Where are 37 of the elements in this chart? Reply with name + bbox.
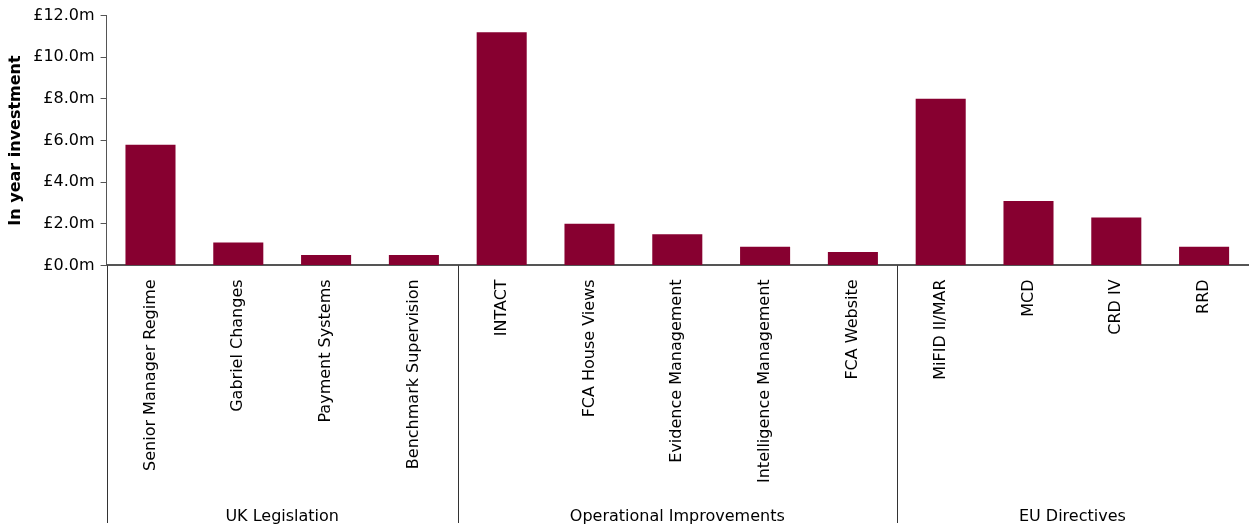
bar (476, 32, 527, 265)
x-tick-label: MCD (1017, 279, 1037, 317)
bar (652, 234, 703, 265)
y-tick-label: £10.0m (33, 46, 95, 66)
text: Operational Improvements (569, 506, 785, 525)
text: EU Directives (1018, 506, 1126, 525)
bar (1179, 246, 1230, 265)
x-tick-label: FCA House Views (578, 279, 598, 418)
text: UK Legislation (225, 506, 339, 525)
x-tick-label: Gabriel Changes (227, 279, 247, 412)
y-tick-label: £4.0m (43, 171, 95, 191)
y-tick-label: £0.0m (43, 254, 95, 274)
y-axis-title: In year investment (4, 54, 24, 226)
bar (1003, 200, 1054, 265)
bar (740, 246, 791, 265)
y-tick-label: £2.0m (43, 212, 95, 232)
x-tick-label: Intelligence Management (754, 279, 774, 483)
y-tick-label: £12.0m (33, 4, 95, 24)
bar (564, 223, 615, 265)
bar (1091, 217, 1142, 265)
bar (301, 255, 352, 265)
x-tick-label: Evidence Management (666, 279, 686, 463)
x-tick-label: INTACT (490, 279, 510, 337)
x-tick-label: MiFID II/MAR (929, 279, 949, 380)
bar (388, 255, 439, 265)
x-tick-label: RRD (1193, 279, 1213, 314)
y-tick-label: £6.0m (43, 129, 95, 149)
bar (125, 144, 176, 265)
x-tick-label: CRD IV (1105, 279, 1125, 335)
y-tick-label: £8.0m (43, 88, 95, 108)
bar (915, 98, 966, 265)
x-tick-label: Payment Systems (315, 279, 335, 423)
x-tick-label: Benchmark Supervision (403, 279, 423, 470)
bar (213, 242, 264, 265)
x-tick-label: FCA Website (842, 279, 862, 380)
bar (827, 251, 878, 265)
x-tick-label: Senior Manager Regime (139, 279, 159, 471)
